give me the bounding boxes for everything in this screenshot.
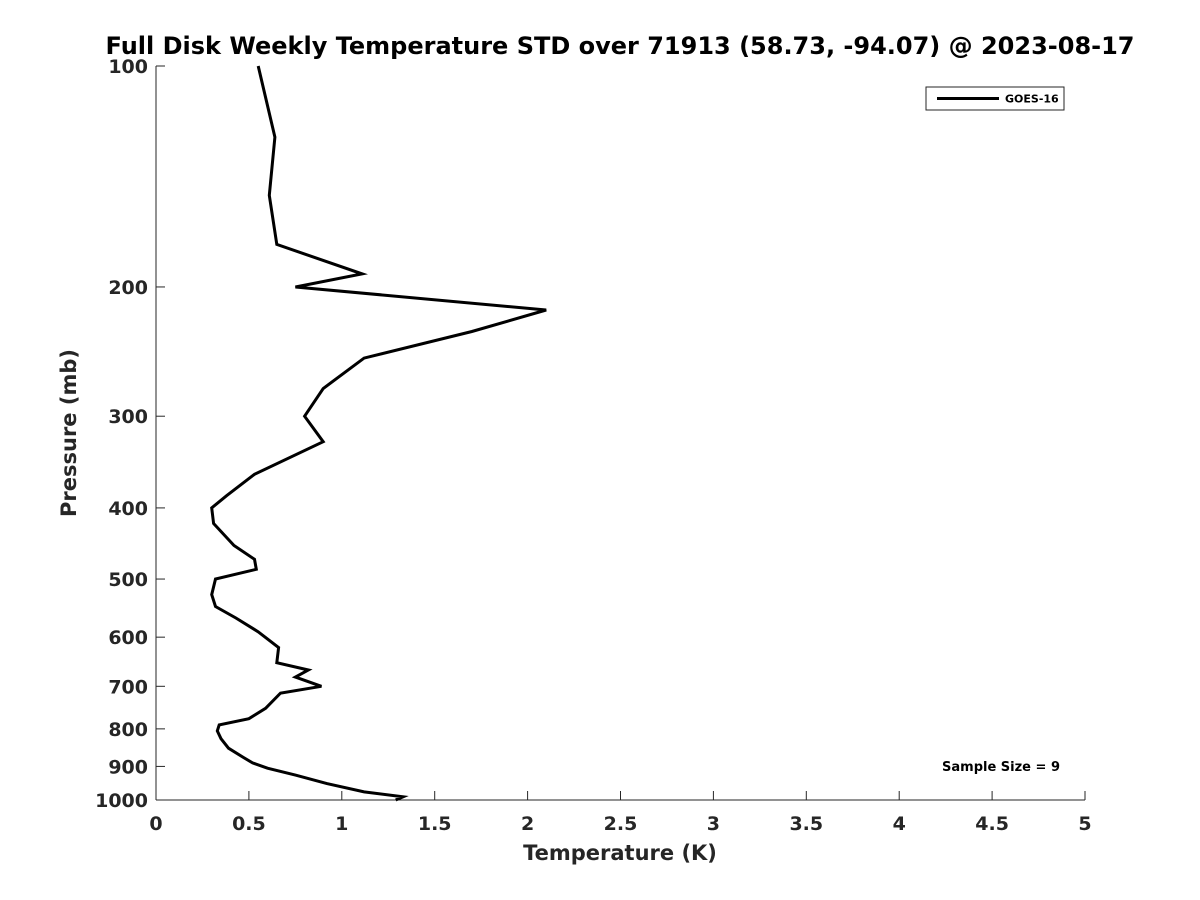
y-tick-label: 1000 (95, 790, 148, 812)
x-tick-label: 4.5 (975, 813, 1009, 835)
x-tick-label: 2.5 (604, 813, 638, 835)
x-tick-label: 2 (521, 813, 534, 835)
chart-title: Full Disk Weekly Temperature STD over 71… (106, 32, 1135, 60)
y-tick-label: 600 (108, 627, 148, 649)
y-tick-label: 900 (108, 756, 148, 778)
x-tick-label: 1.5 (418, 813, 452, 835)
y-tick-label: 100 (108, 56, 148, 78)
x-tick-label: 5 (1078, 813, 1091, 835)
y-tick-label: 500 (108, 569, 148, 591)
x-tick-label: 3 (707, 813, 720, 835)
y-tick-label: 700 (108, 676, 148, 698)
x-axis-label: Temperature (K) (523, 841, 717, 865)
y-axis-label: Pressure (mb) (57, 349, 81, 517)
legend: GOES-16 (925, 86, 1065, 111)
y-tick-label: 200 (108, 277, 148, 299)
x-tick-label: 0 (149, 813, 162, 835)
x-tick-label: 4 (893, 813, 906, 835)
x-tick-label: 3.5 (789, 813, 823, 835)
x-tick-label: 1 (335, 813, 348, 835)
legend-label-goes-16: GOES-16 (1005, 93, 1059, 106)
x-axis-ticks: 0 0.5 1 1.5 2 2.5 3 3.5 4 4.5 5 (149, 791, 1092, 835)
sample-size-annotation: Sample Size = 9 (942, 760, 1060, 775)
y-tick-label: 800 (108, 719, 148, 741)
y-tick-label: 300 (108, 406, 148, 428)
y-tick-label: 400 (108, 498, 148, 520)
series-line-goes-16 (210, 65, 547, 802)
y-axis-ticks: 100 200 300 400 500 600 700 800 900 1000 (95, 56, 165, 812)
data-series (210, 65, 547, 802)
x-tick-label: 0.5 (232, 813, 266, 835)
